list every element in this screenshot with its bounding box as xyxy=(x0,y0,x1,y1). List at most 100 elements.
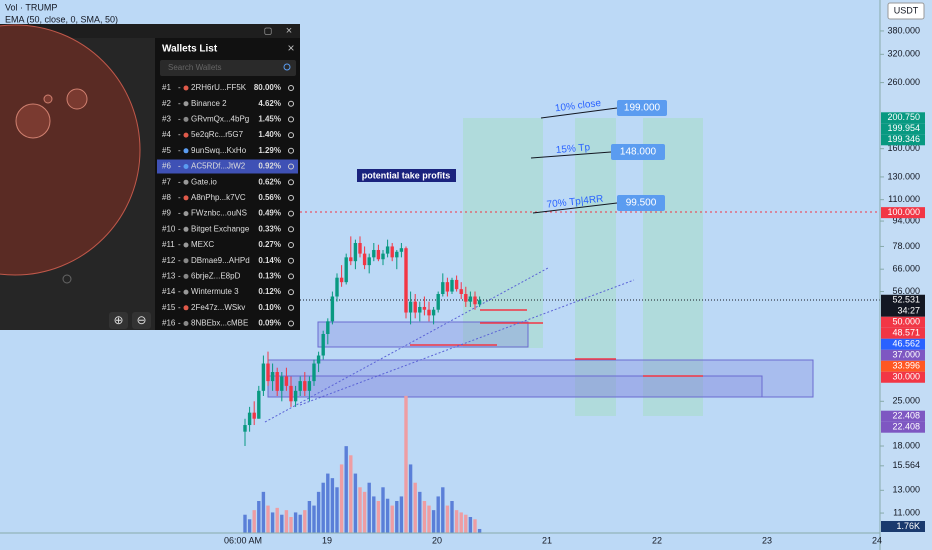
volume-bar xyxy=(252,510,256,533)
volume-bar xyxy=(312,505,316,533)
dash: - xyxy=(178,115,181,124)
candle-body xyxy=(307,381,312,391)
volume-tag xyxy=(881,521,925,532)
indicator: EMA (50, close, 0, SMA, 50) xyxy=(5,14,118,24)
wallet-name: Gate.io xyxy=(191,177,217,186)
price-tag-label: 30.000 xyxy=(892,372,920,382)
target-label: 99.500 xyxy=(626,198,657,209)
candle-body xyxy=(381,253,385,260)
wallet-share: 1.45% xyxy=(258,115,281,124)
price-tag xyxy=(881,112,925,124)
wallet-rank: #4 xyxy=(162,130,171,139)
eye-icon xyxy=(288,289,294,296)
zoom-out[interactable] xyxy=(132,312,151,329)
wallet-name: A8nPhp...k7VC xyxy=(191,193,246,202)
volume-bar xyxy=(257,501,261,533)
volume-bar xyxy=(280,514,284,533)
wallet-name: MEXC xyxy=(191,240,214,249)
candle-body xyxy=(372,249,376,258)
price-tag xyxy=(881,371,925,383)
candle-body xyxy=(408,301,413,313)
close[interactable]: × xyxy=(287,41,294,55)
candle-body xyxy=(289,385,293,402)
candle-body xyxy=(298,381,302,391)
volume-bar xyxy=(362,491,367,533)
wallet-rank: #9 xyxy=(162,209,171,218)
candle-body xyxy=(321,333,325,356)
bubble xyxy=(0,24,141,276)
candle-body xyxy=(349,257,353,262)
wallet-icon xyxy=(183,148,189,154)
x-tick-label: 20 xyxy=(432,535,442,545)
volume-bar xyxy=(303,510,307,533)
volume-bar xyxy=(266,505,270,533)
volume-bar xyxy=(284,510,289,533)
target-label: 199.000 xyxy=(624,103,661,114)
wallet-name: DBmae9...AHPd xyxy=(191,256,250,265)
candle-body xyxy=(270,372,275,382)
wallet-name: 6brjeZ...E8pD xyxy=(191,272,241,281)
candle-body xyxy=(275,372,279,391)
eye-icon xyxy=(288,132,294,139)
wallet-name: 8NBEbx...cMBE xyxy=(191,319,248,328)
y-tick-label: 25.000 xyxy=(892,396,920,406)
y-tick-label: 94.000 xyxy=(892,215,920,225)
candle-body xyxy=(335,277,339,297)
wallet-icon xyxy=(183,195,189,201)
volume-bar xyxy=(459,512,463,533)
y-tick-label: 15.564 xyxy=(892,460,920,470)
dash: - xyxy=(178,303,181,312)
volume-bar xyxy=(316,491,321,533)
candle-body xyxy=(454,279,459,290)
price-tag-label: 100.000 xyxy=(887,207,920,217)
volume-bar xyxy=(464,514,468,533)
volume-bar xyxy=(385,498,390,533)
wallet-rank: #7 xyxy=(162,177,171,186)
volume-bar xyxy=(390,505,394,533)
search[interactable] xyxy=(160,60,296,76)
currency[interactable] xyxy=(887,2,925,20)
price-tag xyxy=(881,421,925,433)
candle-body xyxy=(261,363,266,391)
zoom-in[interactable] xyxy=(109,312,128,329)
wallet-icon xyxy=(183,258,189,264)
candle-body xyxy=(312,363,316,382)
volume-bar xyxy=(431,510,436,533)
zone xyxy=(267,375,763,398)
wallet-name: GRvmQx...4bPg xyxy=(191,115,249,124)
wallet-rank: #3 xyxy=(162,115,171,124)
x-tick-label: 21 xyxy=(542,535,552,545)
wallet-icon xyxy=(183,116,189,122)
volume-bar xyxy=(399,496,404,533)
price-axis xyxy=(880,0,932,550)
candle-body xyxy=(404,248,408,313)
candle-body xyxy=(303,381,307,391)
target-box xyxy=(611,144,665,160)
volume-bar xyxy=(289,517,293,533)
volume-bar xyxy=(450,501,454,533)
eye-icon xyxy=(288,304,294,311)
panel-title: Wallets List xyxy=(162,44,218,55)
expand[interactable]: ▢ xyxy=(264,25,273,35)
wallet-icon xyxy=(183,85,189,91)
price-tag-label: 46.562 xyxy=(892,339,920,349)
price-tag xyxy=(881,338,925,350)
close[interactable]: × xyxy=(286,25,292,37)
wallet-name: AC5RDf...JtW2 xyxy=(191,162,246,171)
y-tick-label: 66.000 xyxy=(892,264,920,274)
long-position xyxy=(643,118,703,416)
y-tick-label: 320.000 xyxy=(887,49,920,59)
eye-icon xyxy=(288,194,294,201)
eye-icon xyxy=(288,320,294,327)
wallet-share: 0.27% xyxy=(258,240,281,249)
eye-icon xyxy=(288,116,294,123)
dash: - xyxy=(178,193,181,202)
wallet-rank: #14 xyxy=(162,287,176,296)
wallet-list xyxy=(155,38,300,330)
candle-body xyxy=(395,251,399,258)
volume-bar xyxy=(344,446,348,533)
wallet-rank: #10 xyxy=(162,224,176,233)
x-tick-label: 06:00 AM xyxy=(224,535,262,545)
price-tag xyxy=(881,207,925,219)
dash: - xyxy=(178,177,181,186)
